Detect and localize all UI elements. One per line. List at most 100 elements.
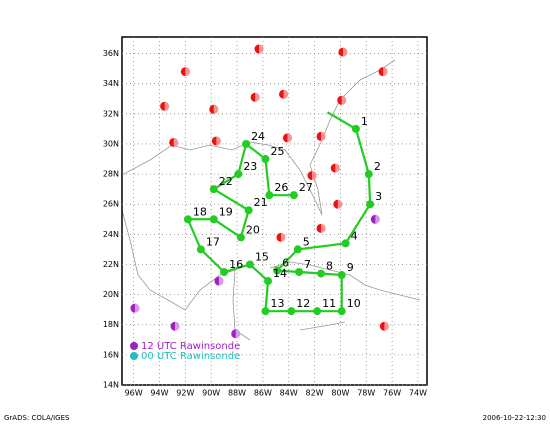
red-site-half bbox=[185, 67, 190, 77]
track-point-label: 19 bbox=[219, 205, 233, 218]
red-site-half bbox=[173, 137, 179, 147]
x-tick-label: 76W bbox=[383, 389, 401, 398]
track-point-label: 21 bbox=[254, 196, 268, 209]
track-point-label: 12 bbox=[296, 297, 310, 310]
x-tick-label: 96W bbox=[125, 389, 143, 398]
track-point-label: 14 bbox=[273, 267, 287, 280]
track-point-label: 4 bbox=[351, 229, 358, 242]
rawinsonde-12-half bbox=[375, 214, 380, 224]
legend-symbol bbox=[130, 352, 138, 360]
footer-right: 2006-10-22-12:30 bbox=[483, 414, 546, 422]
red-site-half bbox=[216, 136, 221, 146]
red-site-half bbox=[335, 163, 340, 173]
y-tick-label: 28N bbox=[103, 170, 119, 179]
y-tick-label: 18N bbox=[103, 320, 119, 329]
track-point bbox=[220, 268, 229, 277]
track-point bbox=[313, 307, 322, 316]
x-tick-label: 90W bbox=[202, 389, 220, 398]
red-site-half bbox=[258, 44, 264, 54]
track-point bbox=[364, 170, 373, 179]
track-point-label: 17 bbox=[206, 235, 220, 248]
track-point bbox=[183, 215, 192, 224]
track-point-label: 26 bbox=[274, 181, 288, 194]
red-site-half bbox=[283, 89, 289, 99]
rawinsonde-12-half bbox=[235, 329, 241, 339]
x-tick-label: 80W bbox=[331, 389, 349, 398]
y-tick-label: 34N bbox=[103, 79, 119, 88]
track-point bbox=[287, 307, 296, 316]
track-point bbox=[264, 277, 273, 286]
track-point bbox=[351, 124, 360, 133]
track-point bbox=[337, 307, 346, 316]
x-tick-label: 88W bbox=[228, 389, 246, 398]
y-tick-label: 30N bbox=[103, 139, 119, 148]
track-point-label: 5 bbox=[303, 235, 310, 248]
track-point bbox=[234, 170, 243, 179]
track-point-label: 11 bbox=[322, 297, 336, 310]
x-tick-label: 82W bbox=[306, 389, 324, 398]
legend-label: 00 UTC Rawinsonde bbox=[141, 351, 240, 362]
track-point bbox=[242, 139, 251, 148]
track-point bbox=[289, 191, 298, 200]
red-site-half bbox=[311, 171, 317, 181]
track-point bbox=[295, 268, 304, 277]
track-point-label: 23 bbox=[243, 160, 257, 173]
track-point-label: 10 bbox=[347, 297, 361, 310]
track-point-label: 18 bbox=[193, 205, 207, 218]
rawinsonde-12-half bbox=[174, 321, 180, 331]
x-tick-label: 92W bbox=[176, 389, 194, 398]
track-point-label: 15 bbox=[255, 250, 269, 263]
red-site-half bbox=[255, 92, 260, 102]
track-point-label: 6 bbox=[282, 257, 289, 270]
y-tick-label: 22N bbox=[103, 260, 119, 269]
footer-left: GrADS: COLA/IGES bbox=[4, 414, 70, 422]
track-point bbox=[265, 191, 274, 200]
red-site-half bbox=[337, 199, 343, 209]
flight-track bbox=[186, 111, 372, 313]
track-point bbox=[261, 155, 270, 164]
coastline bbox=[121, 209, 251, 341]
track-point-label: 16 bbox=[229, 258, 243, 271]
track-point bbox=[261, 307, 270, 316]
track-point bbox=[366, 200, 375, 209]
y-tick-label: 32N bbox=[103, 109, 119, 118]
y-tick-label: 14N bbox=[103, 381, 119, 390]
track-point bbox=[341, 239, 350, 248]
red-site-half bbox=[213, 104, 219, 114]
legend-symbol bbox=[130, 342, 138, 350]
track-point bbox=[245, 260, 254, 269]
track-point-label: 25 bbox=[270, 145, 284, 158]
track-point bbox=[317, 269, 326, 278]
map-frame bbox=[121, 36, 428, 386]
track-point-label: 3 bbox=[375, 190, 382, 203]
track-point-label: 24 bbox=[251, 130, 265, 143]
red-site-half bbox=[287, 133, 292, 143]
coastline bbox=[299, 321, 346, 331]
track-point-label: 9 bbox=[347, 261, 354, 274]
y-tick-label: 24N bbox=[103, 230, 119, 239]
red-site-half bbox=[383, 67, 388, 77]
legend-label: 12 UTC Rawinsonde bbox=[141, 341, 240, 352]
track-point bbox=[293, 245, 302, 254]
y-tick-label: 20N bbox=[103, 290, 119, 299]
x-tick-label: 86W bbox=[254, 389, 272, 398]
track-point bbox=[273, 266, 282, 275]
x-tick-label: 74W bbox=[409, 389, 427, 398]
red-site-half bbox=[341, 95, 347, 105]
rawinsonde-12-half bbox=[218, 276, 224, 286]
red-site-half bbox=[321, 131, 326, 141]
track-point-label: 20 bbox=[246, 223, 260, 236]
coastline bbox=[121, 59, 396, 216]
coastlines bbox=[121, 59, 421, 341]
track-point-label: 1 bbox=[361, 115, 368, 128]
track-point bbox=[244, 206, 253, 215]
track-point bbox=[236, 233, 245, 242]
track-point-label: 2 bbox=[374, 160, 381, 173]
track-point-label: 8 bbox=[326, 260, 333, 273]
rawinsonde-12-half bbox=[134, 303, 140, 313]
track-point-label: 7 bbox=[304, 258, 311, 271]
x-tick-label: 78W bbox=[357, 389, 375, 398]
track-point-label: 22 bbox=[219, 175, 233, 188]
y-tick-label: 36N bbox=[103, 49, 119, 58]
